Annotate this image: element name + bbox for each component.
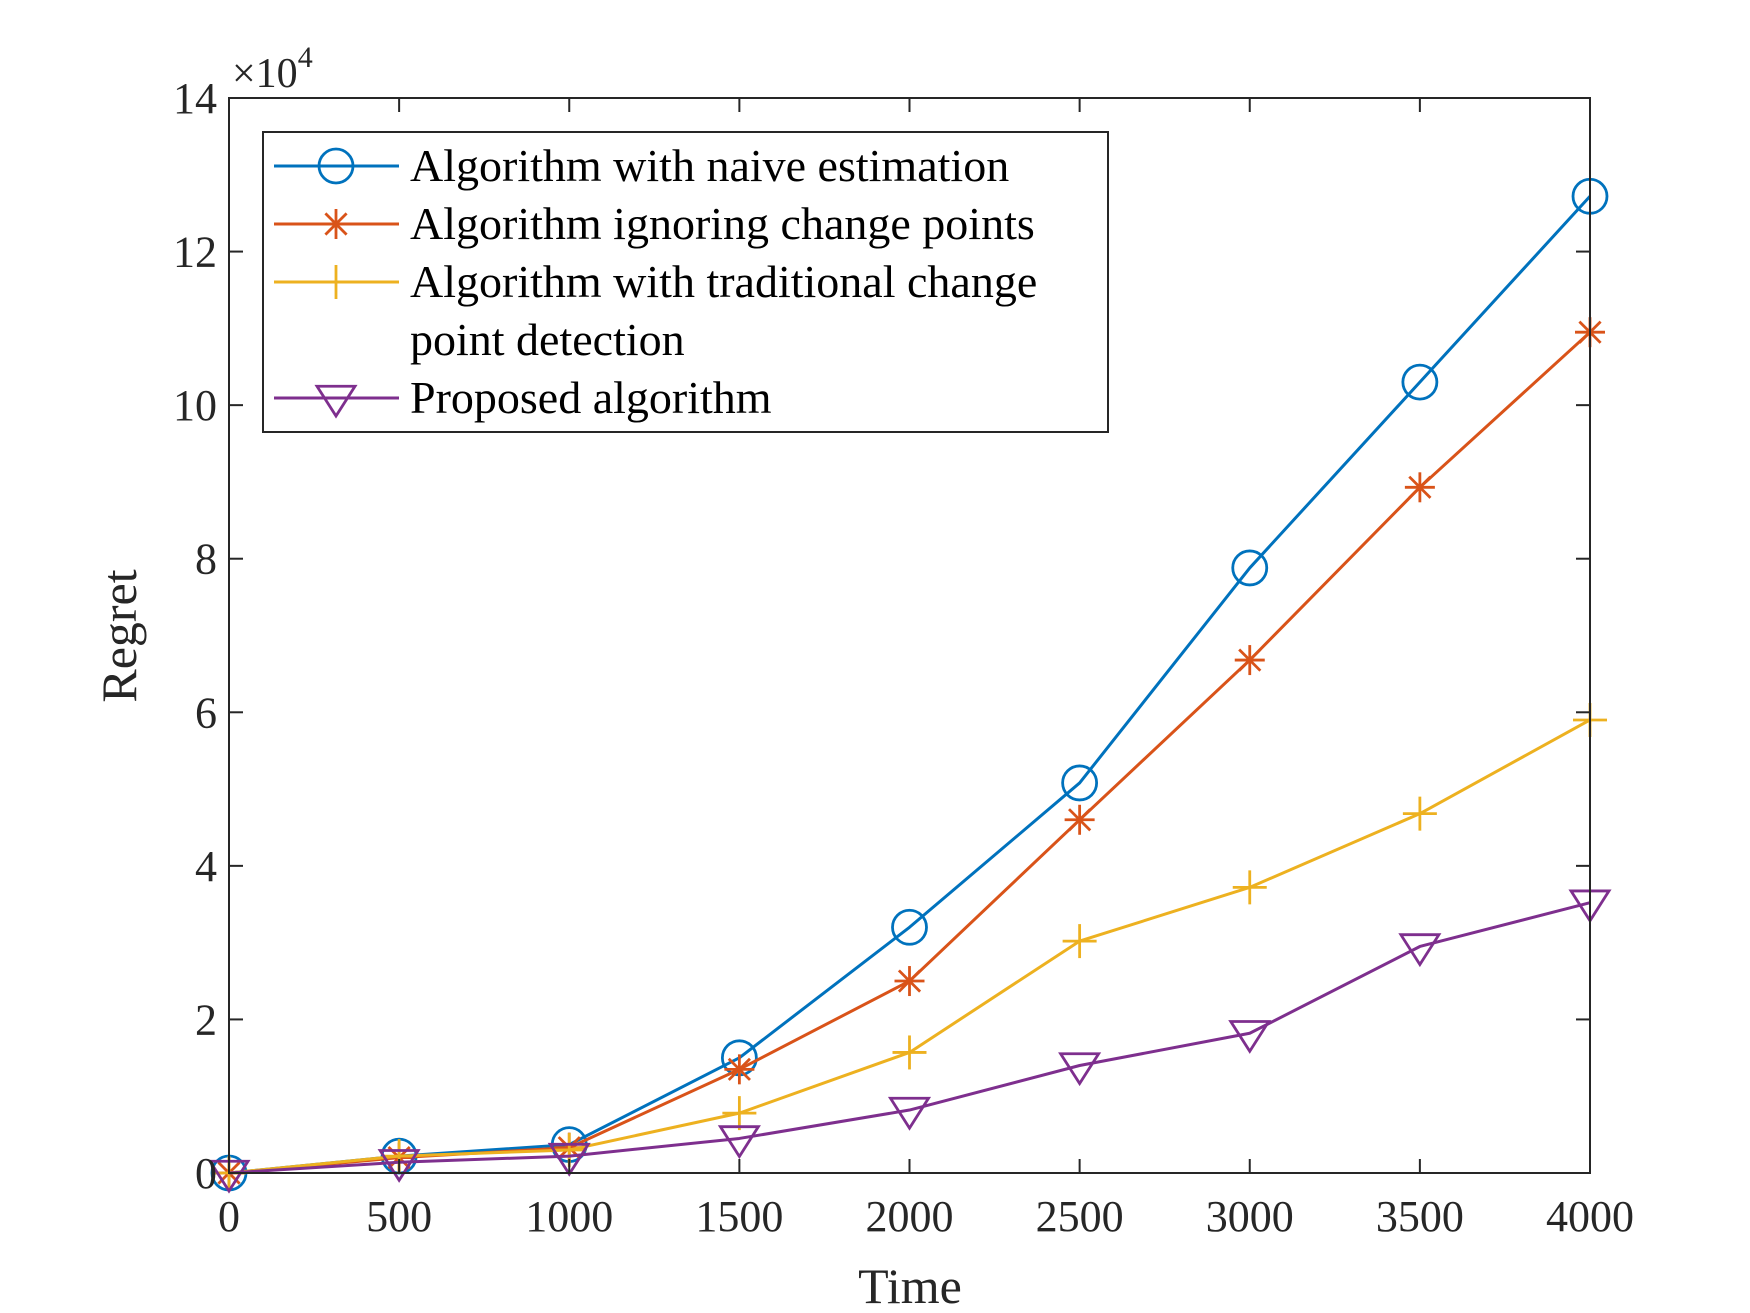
x-tick-label-3: 1500 <box>695 1192 783 1241</box>
legend-entry-3: Proposed algorithm <box>274 372 772 423</box>
series-2-point-7 <box>1402 796 1437 831</box>
legend-label-1: Algorithm ignoring change points <box>410 198 1035 249</box>
legend-box <box>262 131 1109 433</box>
y-tick-label-6: 12 <box>173 228 217 277</box>
y-axis-label: Regret <box>91 569 147 702</box>
series-1-point-7 <box>1404 472 1435 503</box>
legend-swatch-marker-3 <box>314 384 358 419</box>
x-tick-label-7: 3500 <box>1376 1192 1464 1241</box>
y-tick-label-1: 2 <box>195 995 217 1044</box>
series-3-point-6 <box>1228 1020 1272 1054</box>
y-axis-multiplier: ×104 <box>232 41 313 97</box>
legend-swatch-marker-2 <box>319 265 353 299</box>
y-tick-labels: 0 2 4 6 8 10 12 14 <box>173 74 217 1198</box>
legend-label-3: Proposed algorithm <box>410 372 772 423</box>
legend-entry-2: Algorithm with traditional change point d… <box>274 256 1037 365</box>
series-3-point-2 <box>547 1142 591 1177</box>
y-tick-label-7: 14 <box>173 74 217 123</box>
y-tick-label-5: 10 <box>173 381 217 430</box>
y-tick-label-0: 0 <box>195 1149 217 1198</box>
y-multiplier-exponent: 4 <box>298 41 313 74</box>
x-axis-label: Time <box>858 1258 962 1313</box>
axes-layer <box>228 97 1591 1174</box>
series-2-point-6 <box>1232 870 1267 905</box>
series-line-0 <box>228 195 1592 1175</box>
x-tick-label-5: 2500 <box>1036 1192 1124 1241</box>
series-2 <box>212 702 1607 1190</box>
legend-label-0: Algorithm with naive estimation <box>410 140 1009 191</box>
series-2-point-3 <box>722 1096 757 1131</box>
legend-label-2-line-1: point detection <box>410 314 685 365</box>
legend-swatch-marker-0 <box>317 147 355 185</box>
series-line-3 <box>228 901 1591 1175</box>
series-3 <box>207 889 1612 1194</box>
series-3-point-1 <box>377 1149 421 1183</box>
x-tick-labels: 0 500 1000 1500 2000 2500 3000 3500 4000 <box>218 1192 1634 1241</box>
x-tick-label-1: 500 <box>366 1192 432 1241</box>
y-tick-label-3: 6 <box>195 688 217 737</box>
legend-entry-0: Algorithm with naive estimation <box>274 140 1009 191</box>
series-0-point-4 <box>891 908 928 946</box>
series-1-point-6 <box>1234 645 1265 676</box>
series-3-point-7 <box>1398 933 1442 968</box>
x-tick-label-8: 4000 <box>1546 1192 1634 1241</box>
x-tick-label-0: 0 <box>218 1192 240 1241</box>
series-0-point-6 <box>1231 549 1269 587</box>
series-0-point-5 <box>1061 764 1099 802</box>
x-tick-label-4: 2000 <box>866 1192 954 1241</box>
y-tick-label-2: 4 <box>195 842 217 891</box>
series-3-point-4 <box>887 1096 932 1131</box>
series-1-point-3 <box>724 1054 755 1085</box>
legend-swatch-marker-1 <box>321 209 351 239</box>
series-2-point-4 <box>892 1035 927 1070</box>
series-2-point-5 <box>1062 924 1097 959</box>
y-multiplier-base: ×10 <box>232 51 298 97</box>
series-0-point-7 <box>1401 363 1439 401</box>
legend-label-2-line-0: Algorithm with traditional change <box>410 256 1037 307</box>
series-1-point-5 <box>1064 804 1095 835</box>
legend-entry-1: Algorithm ignoring change points <box>274 198 1035 249</box>
x-tick-label-6: 3000 <box>1206 1192 1294 1241</box>
legend: Algorithm with naive estimation Algorithm… <box>262 131 1109 433</box>
x-tick-label-2: 1000 <box>525 1192 613 1241</box>
series-1-point-4 <box>894 966 925 997</box>
y-tick-label-4: 8 <box>195 535 217 584</box>
series-3-point-5 <box>1058 1052 1102 1087</box>
series-3-point-3 <box>717 1125 761 1160</box>
